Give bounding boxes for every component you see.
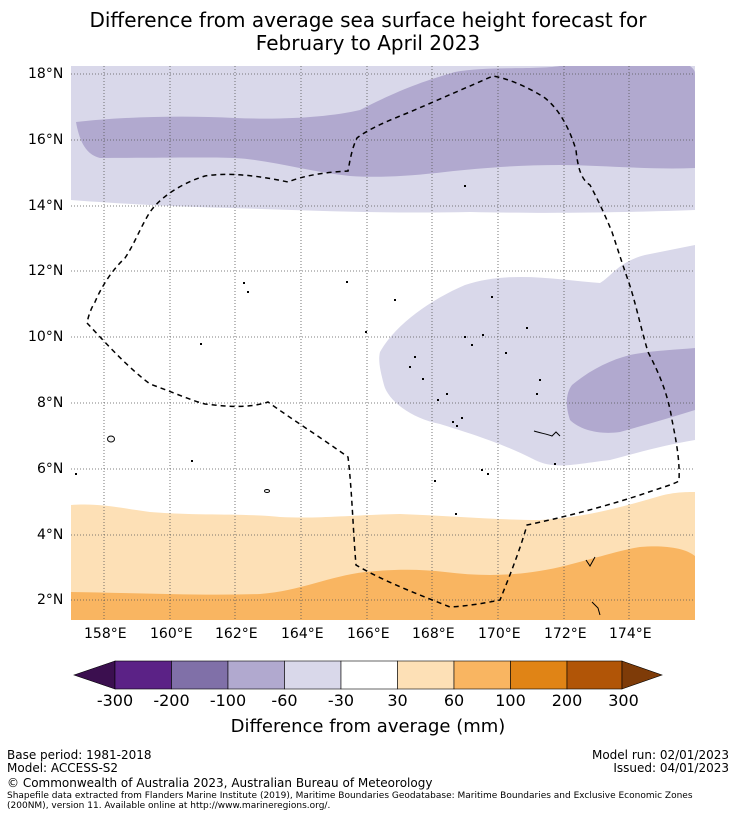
copyright: © Commonwealth of Australia 2023, Austra… [7, 776, 433, 790]
colorbar-tick-label: -300 [96, 691, 134, 710]
lon-label: 166°E [347, 626, 390, 642]
colorbar-extend-high [621, 660, 663, 690]
colorbar-tick-label: -60 [271, 691, 298, 710]
anomaly-band-plus60-south [71, 546, 695, 620]
lon-label: 162°E [215, 626, 258, 642]
lon-label: 160°E [150, 626, 193, 642]
islands [107, 430, 601, 616]
colorbar-tick-label: 100 [495, 691, 526, 710]
lat-label: 4°N [37, 527, 64, 543]
source-credit-line-2: (200NM), version 11. Available online at… [7, 801, 331, 811]
base-period: Base period: 1981-2018 [7, 748, 152, 762]
lon-label: 170°E [478, 626, 521, 642]
lon-label: 172°E [544, 626, 587, 642]
colorbar-tick-label: 60 [443, 691, 465, 710]
chart-title-line-1: Difference from average sea surface heig… [89, 8, 647, 32]
colorbar-title: Difference from average (mm) [230, 716, 506, 737]
lat-label: 14°N [28, 198, 64, 214]
colorbar [73, 660, 663, 690]
map-plot [71, 66, 695, 620]
colorbar-bin-3 [227, 660, 285, 690]
island-chain [533, 430, 561, 437]
island-chain [591, 601, 601, 616]
colorbar-tick-label: 200 [551, 691, 583, 710]
anomaly-band-minus100-north [76, 66, 695, 177]
colorbar-bin-6 [397, 660, 455, 690]
anomaly-patch-minus100-east [566, 348, 695, 433]
colorbar-bin-9 [566, 660, 623, 690]
model-name: Model: ACCESS-S2 [7, 761, 119, 775]
colorbar-extend-low [73, 660, 116, 690]
lat-label: 12°N [28, 263, 64, 279]
graticule [71, 66, 695, 620]
island [264, 489, 270, 493]
issued-date: Issued: 04/01/2023 [613, 761, 729, 775]
model-run: Model run: 02/01/2023 [591, 748, 729, 762]
colorbar-tick-label: 30 [387, 691, 408, 710]
island [107, 435, 115, 443]
lat-label: 6°N [37, 461, 64, 477]
eez-boundary [86, 75, 680, 608]
lon-label: 168°E [412, 626, 455, 642]
colorbar-tick-label: 300 [608, 691, 639, 710]
colorbar-bin-5 [340, 660, 398, 690]
colorbar-bin-7 [453, 660, 511, 690]
island-chain [585, 556, 596, 567]
colorbar-bin-8 [510, 660, 568, 690]
colorbar-bin-2 [171, 660, 229, 690]
lon-label: 158°E [84, 626, 127, 642]
colorbar-tick-label: -200 [153, 691, 190, 710]
lat-label: 10°N [28, 329, 64, 345]
lat-label: 8°N [37, 395, 64, 411]
colorbar-tick-label: -100 [209, 691, 247, 710]
lon-label: 164°E [281, 626, 324, 642]
chart-title-line-2: February to April 2023 [255, 31, 481, 55]
lon-label: 174°E [609, 626, 652, 642]
atoll-dots [75, 185, 556, 515]
colorbar-bin-4 [284, 660, 342, 690]
lat-label: 16°N [28, 132, 64, 148]
lat-label: 18°N [28, 66, 64, 82]
source-credit-line-1: Shapefile data extracted from Flanders M… [7, 791, 693, 801]
colorbar-tick-label: -30 [327, 691, 355, 710]
lat-label: 2°N [37, 592, 64, 608]
colorbar-bin-1 [114, 660, 172, 690]
